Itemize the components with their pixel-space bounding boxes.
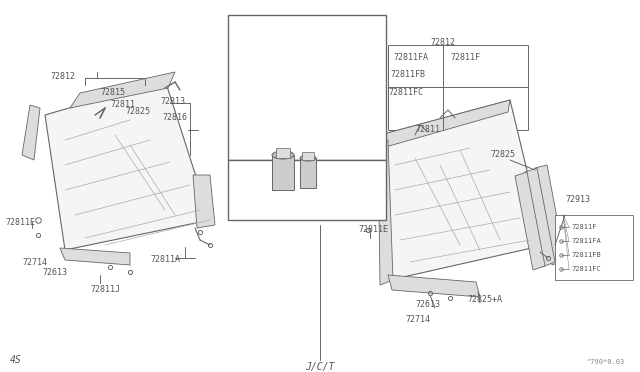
Text: 72811FA: 72811FA [571,238,601,244]
Text: 4S: 4S [10,355,22,365]
Text: 72811FB: 72811FB [390,70,425,79]
Polygon shape [193,175,215,228]
Text: 72714: 72714 [300,133,325,142]
Text: 72913: 72913 [565,195,590,204]
Text: 72815: 72815 [100,88,125,97]
Bar [276,148,290,158]
Text: 72811F: 72811F [571,224,596,230]
Text: 72811E: 72811E [5,218,35,227]
Text: 72812: 72812 [50,72,75,81]
Bar [272,155,294,190]
Polygon shape [515,172,545,270]
Polygon shape [380,100,545,280]
Polygon shape [525,168,555,267]
Polygon shape [378,140,393,285]
Text: 72825+A: 72825+A [467,295,502,304]
Bar [228,160,386,220]
Text: 72811FA: 72811FA [393,53,428,62]
Text: 72714: 72714 [228,130,253,139]
Text: ^790*0.03: ^790*0.03 [587,359,625,365]
Text: 72825: 72825 [125,107,150,116]
Text: 72816: 72816 [162,113,187,122]
Text: (CAN): (CAN) [228,172,253,181]
Polygon shape [235,25,368,118]
Polygon shape [22,105,40,160]
Polygon shape [535,165,565,265]
Bar [302,152,314,160]
Text: 72811: 72811 [110,100,135,109]
Polygon shape [60,248,130,265]
Text: 72825: 72825 [490,150,515,159]
Text: 72812: 72812 [430,38,455,47]
Bar [388,45,528,130]
Ellipse shape [272,151,294,159]
Ellipse shape [300,155,316,161]
Polygon shape [70,72,175,108]
Text: 72811FC: 72811FC [571,266,601,272]
Text: 72616: 72616 [330,20,355,29]
Text: 72811J: 72811J [90,285,120,294]
Text: 72811: 72811 [415,125,440,134]
Text: 72811F: 72811F [450,53,480,62]
Text: 72613: 72613 [42,268,67,277]
Bar [300,158,316,188]
Bar [555,215,633,280]
Text: 72811E: 72811E [358,225,388,234]
Text: 72714: 72714 [405,315,430,324]
Text: 72811FB: 72811FB [571,252,601,258]
Polygon shape [388,275,480,297]
Text: 72714: 72714 [22,258,47,267]
Text: 72811FC: 72811FC [388,88,423,97]
Polygon shape [380,100,510,148]
Text: 72617K: 72617K [228,162,258,171]
Polygon shape [45,80,210,250]
Text: 72811A: 72811A [150,255,180,264]
Text: 72613: 72613 [415,300,440,309]
Text: J/C/T: J/C/T [305,362,334,372]
Text: 72813: 72813 [160,97,185,106]
Bar [228,15,386,160]
